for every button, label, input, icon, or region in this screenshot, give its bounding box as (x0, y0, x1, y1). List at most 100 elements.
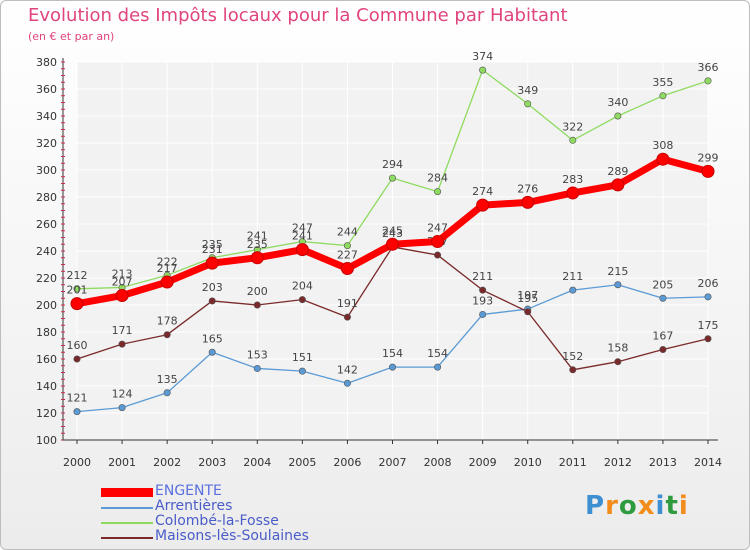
data-label: 308 (652, 139, 673, 152)
logo-letter: P (585, 491, 606, 521)
x-tick-label: 2009 (469, 456, 497, 469)
data-label: 160 (67, 339, 88, 352)
data-label: 121 (67, 392, 88, 405)
x-tick-label: 2013 (649, 456, 677, 469)
data-label: 193 (472, 294, 493, 307)
data-point (524, 308, 532, 316)
legend-label: Arrentières (155, 498, 233, 514)
data-label: 212 (67, 269, 88, 282)
data-label: 241 (292, 230, 313, 243)
data-point (386, 237, 399, 251)
data-point (521, 195, 535, 209)
x-tick-label: 2006 (333, 456, 361, 469)
data-label: 158 (607, 342, 628, 355)
data-point (479, 286, 487, 294)
data-point (614, 281, 622, 289)
data-point (73, 285, 81, 293)
data-label: 153 (247, 348, 268, 361)
logo-letter: i (678, 491, 689, 521)
data-label: 284 (427, 172, 448, 185)
data-point (70, 297, 84, 311)
x-tick-label: 2002 (153, 456, 181, 469)
data-label: 374 (472, 50, 493, 63)
data-point (656, 152, 670, 166)
data-label: 276 (517, 182, 538, 195)
data-point (388, 174, 396, 182)
data-point (298, 296, 306, 304)
x-tick-label: 2001 (108, 456, 136, 469)
data-point (343, 242, 351, 250)
data-point (479, 310, 487, 318)
data-label: 283 (562, 173, 583, 186)
data-point (701, 164, 715, 178)
data-point (434, 251, 442, 259)
legend-label: Colombé-la-Fosse (155, 513, 279, 529)
legend-swatch (101, 537, 153, 539)
x-tick-label: 2008 (424, 456, 452, 469)
data-point (614, 112, 622, 120)
data-label: 201 (67, 284, 88, 297)
data-point (73, 355, 81, 363)
y-tick-label: 300 (36, 164, 57, 177)
y-tick-label: 320 (36, 137, 57, 150)
data-label: 191 (337, 297, 358, 310)
data-label: 245 (382, 224, 403, 237)
data-label: 215 (607, 265, 628, 278)
data-label: 124 (112, 388, 133, 401)
data-label: 154 (382, 347, 403, 360)
chart-subtitle: (en € et par an) (28, 30, 115, 43)
data-label: 247 (292, 222, 313, 235)
data-point (704, 293, 712, 301)
logo-letter: x (637, 491, 656, 521)
data-label: 213 (112, 267, 133, 280)
data-point (163, 331, 171, 339)
data-label: 203 (202, 281, 223, 294)
data-label: 204 (292, 280, 313, 293)
data-point (250, 251, 264, 265)
x-tick-label: 2000 (63, 456, 91, 469)
data-point (205, 256, 219, 270)
data-label: 244 (337, 226, 358, 239)
data-point (160, 275, 174, 289)
data-point (340, 262, 354, 276)
data-label: 247 (427, 222, 448, 235)
data-label: 222 (157, 255, 178, 268)
data-point (253, 301, 261, 309)
data-point (295, 243, 309, 257)
data-label: 197 (517, 289, 538, 302)
y-tick-label: 160 (36, 353, 57, 366)
x-tick-label: 2012 (604, 456, 632, 469)
legend-label: Maisons-lès-Soulaines (155, 528, 309, 544)
data-point (431, 235, 445, 249)
data-label: 299 (698, 151, 719, 164)
data-label: 211 (472, 270, 493, 283)
data-point (118, 340, 126, 348)
data-label: 207 (112, 276, 133, 289)
x-tick-label: 2011 (559, 456, 587, 469)
logo-letter: o (618, 491, 638, 521)
data-label: 231 (202, 243, 223, 256)
data-label: 322 (562, 120, 583, 133)
data-point (569, 136, 577, 144)
data-point (343, 313, 351, 321)
data-point (659, 346, 667, 354)
data-label: 340 (607, 96, 628, 109)
x-tick-label: 2004 (243, 456, 271, 469)
data-label: 274 (472, 185, 493, 198)
y-tick-label: 340 (36, 110, 57, 123)
chart-title: Evolution des Impôts locaux pour la Comm… (28, 5, 568, 26)
data-point (569, 286, 577, 294)
data-label: 152 (562, 350, 583, 363)
y-tick-label: 200 (36, 299, 57, 312)
data-point (343, 379, 351, 387)
x-tick-label: 2005 (288, 456, 316, 469)
data-point (614, 358, 622, 366)
data-label: 294 (382, 158, 403, 171)
data-point (388, 363, 396, 371)
x-tick-label: 2014 (694, 456, 722, 469)
data-point (163, 389, 171, 397)
data-point (479, 66, 487, 74)
data-label: 349 (517, 84, 538, 97)
data-point (659, 92, 667, 100)
